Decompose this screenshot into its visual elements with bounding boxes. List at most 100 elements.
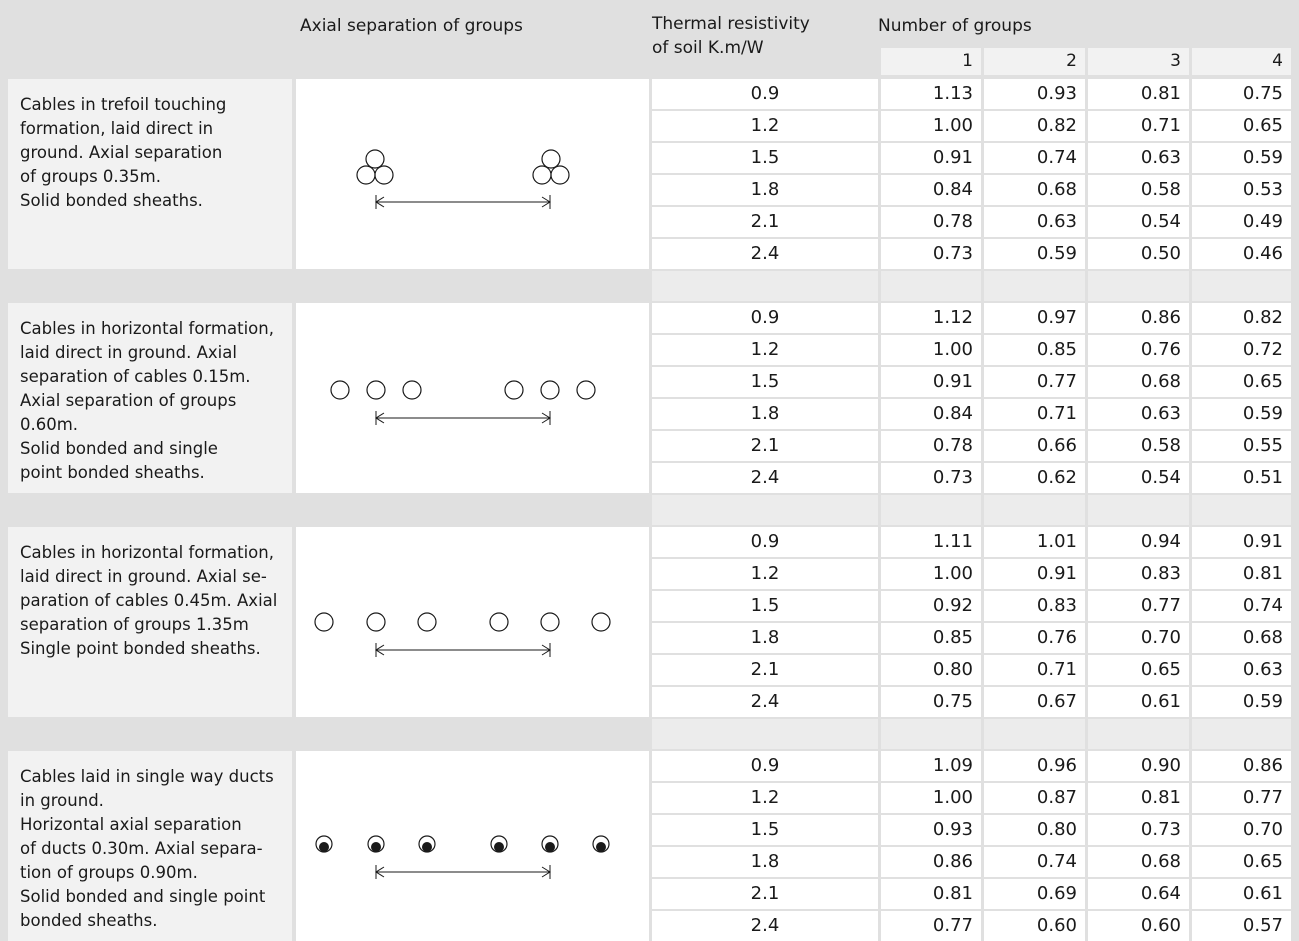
rating-factor-cell-groups-1: 0.84 [881, 175, 981, 205]
section-description: Cables laid in single way ducts in groun… [8, 751, 292, 941]
thermal-resistivity-cell: 1.8 [652, 175, 878, 205]
thermal-resistivity-cell: 1.2 [652, 783, 878, 813]
cable-in-duct [367, 835, 385, 853]
rating-factor-cell-groups-2: 0.82 [984, 111, 1085, 141]
rating-factor-cell-groups-2: 0.69 [984, 879, 1085, 909]
section-separator-cell [652, 719, 878, 749]
cable-circle [540, 380, 560, 400]
rating-factor-cell-groups-3: 0.63 [1088, 143, 1189, 173]
rating-factor-cell-groups-1: 1.00 [881, 783, 981, 813]
rating-factor-cell-groups-4: 0.86 [1192, 751, 1291, 781]
rating-factor-cell-groups-3: 0.68 [1088, 367, 1189, 397]
rating-factor-cell-groups-2: 0.93 [984, 79, 1085, 109]
rating-factor-cell-groups-3: 0.65 [1088, 655, 1189, 685]
cable-circle [356, 165, 376, 185]
rating-factor-cell-groups-2: 0.83 [984, 591, 1085, 621]
rating-factor-cell-groups-2: 0.77 [984, 367, 1085, 397]
cable-circle [550, 165, 570, 185]
thermal-resistivity-cell: 1.5 [652, 815, 878, 845]
rating-factor-cell-groups-1: 1.00 [881, 335, 981, 365]
cable-circle [330, 380, 350, 400]
rating-factor-cell-groups-2: 0.85 [984, 335, 1085, 365]
thermal-resistivity-cell: 2.4 [652, 911, 878, 941]
rating-factor-cell-groups-3: 0.81 [1088, 79, 1189, 109]
trefoil-group [356, 149, 394, 185]
cable-circle [489, 612, 509, 632]
rating-factor-cell-groups-1: 0.75 [881, 687, 981, 717]
rating-factor-cell-groups-1: 0.77 [881, 911, 981, 941]
rating-factor-cell-groups-1: 1.13 [881, 79, 981, 109]
rating-factor-cell-groups-4: 0.70 [1192, 815, 1291, 845]
thermal-resistivity-cell: 2.1 [652, 879, 878, 909]
rating-factor-cell-groups-1: 0.84 [881, 399, 981, 429]
section-separator-cell [1088, 495, 1189, 525]
rating-factor-cell-groups-4: 0.65 [1192, 367, 1291, 397]
section-description: Cables in horizontal formation, laid dir… [8, 527, 292, 717]
rating-factor-cell-groups-1: 0.73 [881, 239, 981, 269]
rating-factor-cell-groups-4: 0.65 [1192, 111, 1291, 141]
rating-factor-cell-groups-4: 0.65 [1192, 847, 1291, 877]
section-separator-cell [1192, 719, 1291, 749]
section-separator-cell [652, 495, 878, 525]
trefoil-group [532, 149, 570, 185]
rating-factor-cell-groups-2: 0.80 [984, 815, 1085, 845]
thermal-resistivity-cell: 2.4 [652, 463, 878, 493]
cable-circle [591, 612, 611, 632]
rating-factor-cell-groups-4: 0.51 [1192, 463, 1291, 493]
cable-circle [417, 612, 437, 632]
rating-factor-cell-groups-2: 0.62 [984, 463, 1085, 493]
cable-arrangement-diagram [315, 835, 610, 879]
rating-factor-cell-groups-2: 0.71 [984, 655, 1085, 685]
rating-factor-cell-groups-1: 0.81 [881, 879, 981, 909]
cable-circle [374, 165, 394, 185]
trefoil-cable-groups-icon [296, 79, 649, 269]
group-column-header-3: 3 [1088, 48, 1189, 75]
rating-factor-cell-groups-1: 0.91 [881, 367, 981, 397]
rating-factor-cell-groups-1: 1.11 [881, 527, 981, 557]
rating-factor-cell-groups-3: 0.86 [1088, 303, 1189, 333]
section-separator-cell [984, 271, 1085, 301]
section-separator-cell [1088, 719, 1189, 749]
thermal-resistivity-cell: 1.5 [652, 143, 878, 173]
header-thermal-resistivity: Thermal resistivity of soil K.m/W [652, 14, 810, 58]
rating-factor-cell-groups-4: 0.82 [1192, 303, 1291, 333]
rating-factor-cell-groups-3: 0.83 [1088, 559, 1189, 589]
rating-factor-cell-groups-2: 0.67 [984, 687, 1085, 717]
cable-circle [532, 165, 552, 185]
cable-in-duct [541, 835, 559, 853]
rating-factor-cell-groups-2: 0.74 [984, 143, 1085, 173]
rating-factor-cell-groups-2: 0.76 [984, 623, 1085, 653]
section-separator-cell [881, 719, 981, 749]
thermal-resistivity-cell: 1.8 [652, 399, 878, 429]
rating-factor-cell-groups-4: 0.74 [1192, 591, 1291, 621]
rating-factor-cell-groups-3: 0.76 [1088, 335, 1189, 365]
rating-factor-cell-groups-2: 0.91 [984, 559, 1085, 589]
separation-arrow [375, 411, 551, 425]
thermal-resistivity-cell: 0.9 [652, 79, 878, 109]
rating-factor-cell-groups-4: 0.53 [1192, 175, 1291, 205]
rating-factor-cell-groups-2: 1.01 [984, 527, 1085, 557]
separation-arrow [375, 195, 551, 209]
rating-factor-cell-groups-2: 0.96 [984, 751, 1085, 781]
cable-in-duct [490, 835, 508, 853]
thermal-resistivity-cell: 2.4 [652, 687, 878, 717]
horizontal-close-cable-groups-icon [296, 303, 649, 493]
cable-arrangement-diagram [356, 149, 570, 209]
rating-factor-cell-groups-3: 0.54 [1088, 207, 1189, 237]
rating-factor-cell-groups-3: 0.61 [1088, 687, 1189, 717]
cable-in-duct [592, 835, 610, 853]
rating-factor-cell-groups-2: 0.66 [984, 431, 1085, 461]
rating-factor-cell-groups-1: 0.92 [881, 591, 981, 621]
rating-factor-cell-groups-3: 0.64 [1088, 879, 1189, 909]
rating-factor-cell-groups-3: 0.58 [1088, 175, 1189, 205]
rating-factor-cell-groups-4: 0.59 [1192, 687, 1291, 717]
rating-factor-cell-groups-1: 0.78 [881, 207, 981, 237]
thermal-resistivity-cell: 1.2 [652, 111, 878, 141]
rating-factor-cell-groups-1: 0.91 [881, 143, 981, 173]
rating-factor-cell-groups-3: 0.58 [1088, 431, 1189, 461]
cable-in-duct [315, 835, 333, 853]
cable-arrangement-diagram [330, 380, 596, 425]
rating-factor-cell-groups-4: 0.63 [1192, 655, 1291, 685]
cable-circle [314, 612, 334, 632]
rating-factor-cell-groups-1: 0.85 [881, 623, 981, 653]
